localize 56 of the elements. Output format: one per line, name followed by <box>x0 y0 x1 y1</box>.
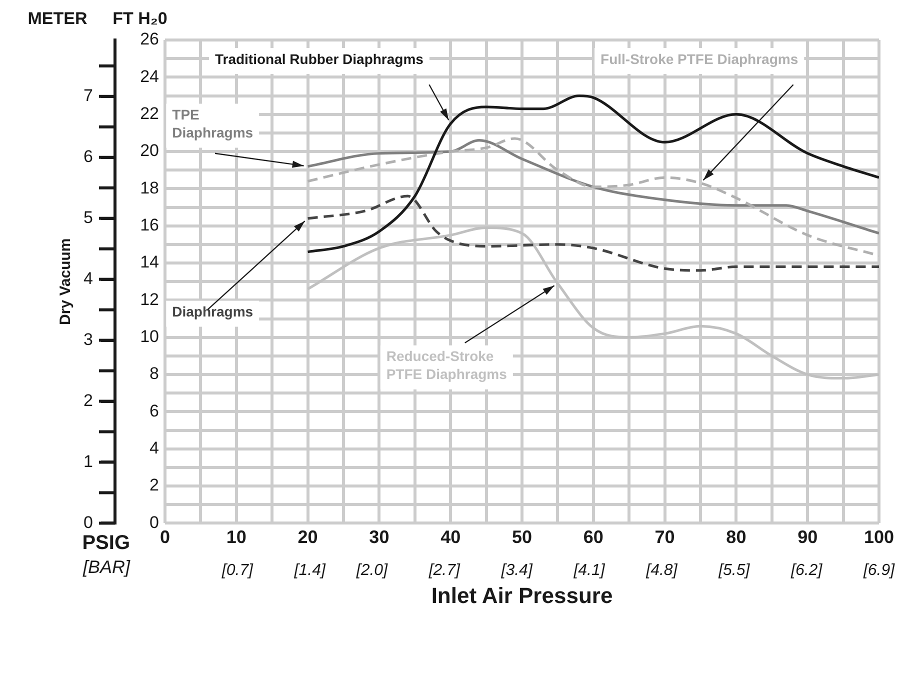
y-tick-label: 12 <box>140 290 159 309</box>
y2-tick-label: 1 <box>84 452 93 471</box>
line-series <box>306 139 879 235</box>
y-tick-label: 20 <box>140 141 159 160</box>
x2-tick-label: [2.7] <box>428 562 461 579</box>
x-tick-label: 40 <box>440 526 461 547</box>
x2-tick-label: [4.8] <box>645 562 678 579</box>
x-tick-label: 20 <box>298 526 318 547</box>
x-tick-label: 30 <box>369 526 390 547</box>
y-axis-title: FT H₂0 <box>112 9 168 28</box>
line-series <box>306 137 879 257</box>
x2-tick-label: [2.0] <box>355 562 388 579</box>
x2-tick-label: [4.1] <box>572 562 606 579</box>
y-tick-label: 16 <box>140 216 159 235</box>
text: [BAR] <box>82 557 131 578</box>
y2-tick-label: 6 <box>84 147 93 166</box>
x-tick-label: 10 <box>226 526 246 547</box>
text: Traditional Rubber Diaphragms <box>214 50 424 67</box>
y2-axis-title: METER <box>28 9 88 28</box>
y2-tick-label: 4 <box>84 269 93 288</box>
y-tick-label: 26 <box>140 30 159 49</box>
x2-tick-label: [0.7] <box>220 562 254 579</box>
x-tick-label: 100 <box>864 526 894 547</box>
text: PSIG <box>82 532 130 554</box>
x-tick-label: 50 <box>512 526 532 547</box>
y-tick-label: 4 <box>150 438 159 458</box>
x-tick-label: 70 <box>654 526 675 547</box>
y2-tick-label: 0 <box>84 512 93 532</box>
y2-tick-label: 2 <box>84 390 93 410</box>
line-series <box>306 194 879 272</box>
x2-tick-label: [6.9] <box>862 562 896 579</box>
x2-tick-label: [5.5] <box>718 562 750 579</box>
x2-tick-label: [6.2] <box>790 562 823 579</box>
text: Diaphragms <box>172 304 254 320</box>
text: Dry Vacuum <box>57 238 74 325</box>
y-tick-label: 22 <box>140 104 159 124</box>
x-axis-title: Inlet Air Pressure <box>431 583 613 608</box>
y-tick-label: 8 <box>150 364 159 384</box>
y2-tick-label: 3 <box>84 330 93 349</box>
y-tick-label: 18 <box>140 178 159 198</box>
x-tick-label: 60 <box>583 526 604 547</box>
x-tick-label: 80 <box>726 526 746 547</box>
y-tick-label: 2 <box>150 476 159 495</box>
x2-tick-label: [1.4] <box>293 562 326 579</box>
x2-tick-label: [3.4] <box>500 562 533 579</box>
y-tick-label: 24 <box>140 66 159 86</box>
y2-tick-label: 7 <box>84 86 93 106</box>
text: Full-Stroke PTFE Diaphragms <box>600 50 798 67</box>
text: TPE Diaphragms <box>172 106 254 141</box>
x-tick-label: 90 <box>798 526 818 547</box>
y-tick-label: 6 <box>150 401 159 420</box>
text: Reduced-Stroke PTFE Diaphragms <box>386 348 508 382</box>
y-tick-label: 0 <box>150 512 159 532</box>
y-tick-label: 14 <box>140 252 159 272</box>
y-tick-label: 10 <box>140 327 159 346</box>
y2-tick-label: 5 <box>84 208 93 228</box>
